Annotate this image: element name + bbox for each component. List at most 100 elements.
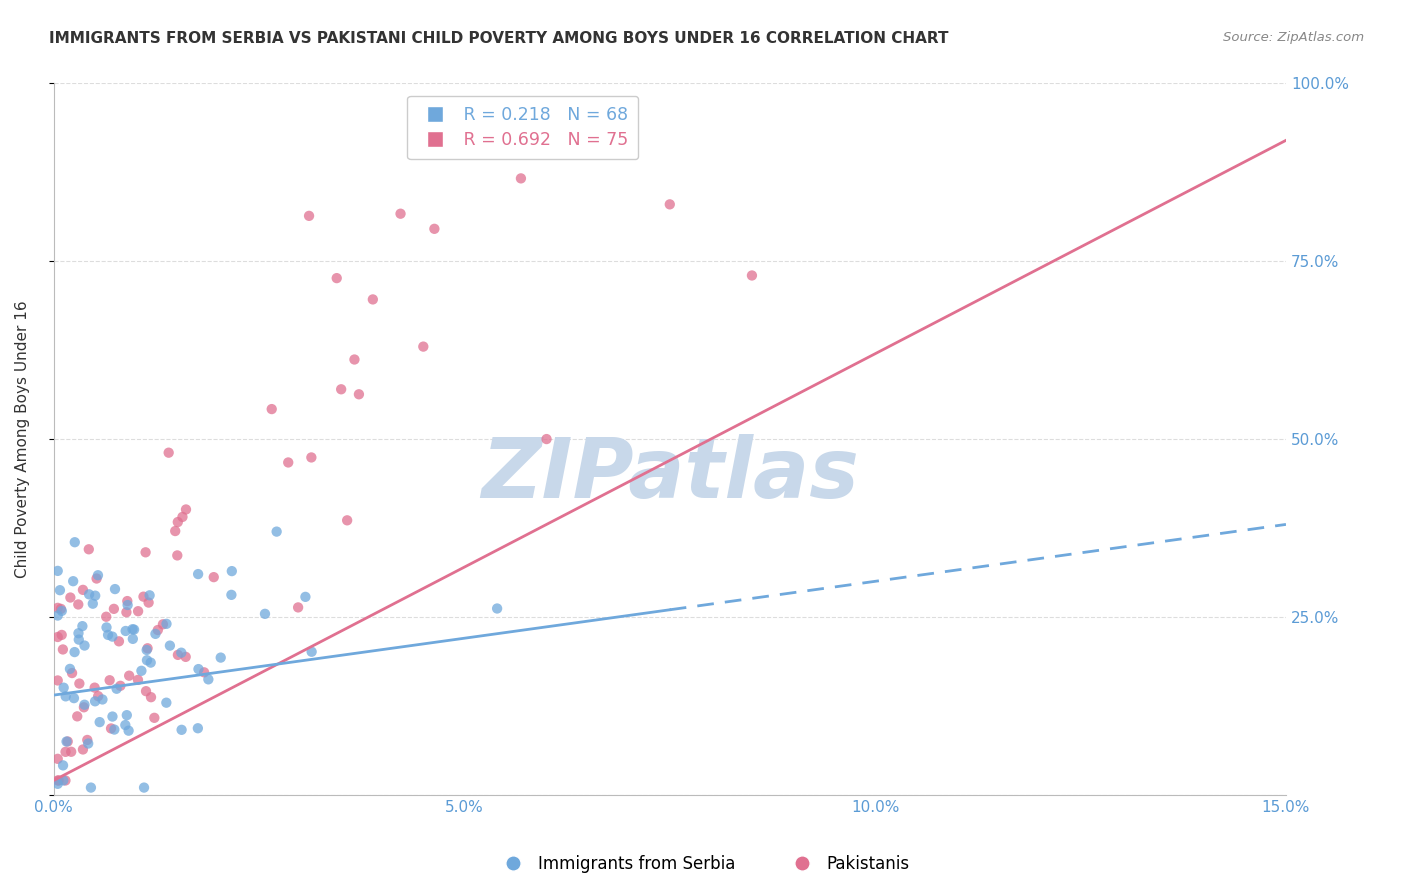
Point (72, 619, 94, 633)
Point (49, 602, 72, 616)
Point (135, 684, 157, 698)
Point (77, 542, 100, 557)
Point (298, 209, 321, 223)
Point (100, 722, 122, 736)
Point (138, 596, 160, 610)
Point (412, 340, 434, 354)
Point (253, 607, 276, 621)
Point (155, 696, 177, 710)
Point (299, 450, 322, 465)
Point (97, 628, 120, 642)
Point (135, 643, 157, 657)
Point (266, 524, 288, 539)
Point (76, 733, 98, 747)
Y-axis label: Child Poverty Among Boys Under 16: Child Poverty Among Boys Under 16 (15, 301, 30, 578)
Point (197, 673, 219, 687)
Point (132, 780, 155, 795)
Point (101, 709, 124, 723)
Legend:  R = 0.218   N = 68,  R = 0.692   N = 75: R = 0.218 N = 68, R = 0.692 N = 75 (408, 95, 638, 160)
Point (122, 623, 145, 637)
Point (167, 648, 190, 662)
Point (159, 639, 181, 653)
Point (389, 207, 412, 221)
Point (67, 626, 90, 640)
Point (55, 745, 77, 759)
Point (87, 689, 110, 703)
Point (105, 681, 128, 696)
Point (484, 112, 506, 126)
Point (114, 718, 136, 732)
Point (118, 668, 141, 682)
Point (48, 773, 70, 788)
Point (115, 708, 138, 723)
Point (170, 723, 193, 737)
Point (135, 545, 157, 559)
Point (166, 549, 188, 563)
Point (127, 604, 149, 618)
Point (741, 268, 763, 283)
Point (170, 646, 193, 660)
Point (157, 446, 180, 460)
Point (136, 653, 159, 667)
Point (108, 634, 131, 648)
Point (277, 455, 299, 469)
Point (104, 582, 127, 596)
Point (80, 780, 103, 795)
Point (139, 690, 162, 705)
Point (73, 700, 96, 714)
Point (84, 694, 107, 708)
Point (46, 564, 69, 578)
Point (87, 568, 110, 582)
Point (174, 649, 197, 664)
Point (63, 691, 86, 706)
Point (66, 709, 89, 723)
Point (103, 723, 125, 737)
Point (117, 594, 139, 608)
Point (165, 524, 187, 538)
Point (60, 666, 83, 681)
Point (55, 734, 77, 748)
Point (52, 773, 75, 788)
Point (510, 171, 533, 186)
Point (139, 656, 162, 670)
Point (152, 617, 174, 632)
Point (658, 197, 681, 211)
Point (49, 583, 72, 598)
Point (193, 665, 215, 680)
Point (221, 588, 243, 602)
Point (46, 600, 69, 615)
Point (131, 664, 153, 678)
Point (73, 639, 96, 653)
Point (67, 598, 90, 612)
Point (46, 630, 69, 644)
Legend: Immigrants from Serbia, Pakistanis: Immigrants from Serbia, Pakistanis (489, 848, 917, 880)
Point (62, 574, 84, 589)
Point (202, 570, 225, 584)
Point (72, 742, 94, 756)
Point (63, 645, 86, 659)
Point (72, 582, 94, 597)
Point (187, 662, 209, 676)
Point (96, 609, 118, 624)
Point (73, 698, 96, 712)
Point (82, 597, 104, 611)
Point (46, 777, 69, 791)
Point (67, 676, 90, 690)
Point (46, 773, 69, 788)
Point (46, 752, 69, 766)
Point (114, 624, 136, 638)
Text: ZIPatlas: ZIPatlas (481, 434, 859, 516)
Point (63, 535, 86, 549)
Point (56, 734, 79, 748)
Point (536, 432, 558, 446)
Point (187, 721, 209, 735)
Point (423, 222, 446, 236)
Point (46, 608, 69, 623)
Point (52, 681, 75, 695)
Point (121, 622, 143, 636)
Point (103, 602, 125, 616)
Point (287, 600, 309, 615)
Point (146, 623, 169, 637)
Point (166, 515, 188, 529)
Point (136, 641, 159, 656)
